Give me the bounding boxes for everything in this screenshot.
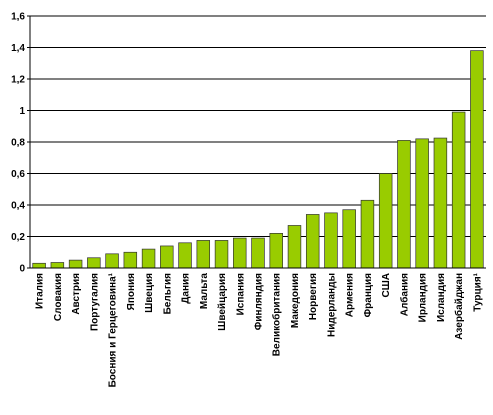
x-tick-label: Босния и Герцеговина¹ [108, 272, 119, 387]
bar [50, 262, 65, 269]
bar [342, 209, 356, 269]
x-tick-label: Дания [181, 273, 192, 304]
x-tick-label: Италия [35, 273, 46, 309]
x-tick-label: США [381, 273, 392, 298]
bar [233, 237, 247, 269]
y-tick-label: 1 [19, 106, 25, 117]
y-tick-label: 0,6 [11, 169, 25, 180]
bar [68, 259, 83, 269]
x-tick-label: Ирландия [418, 273, 429, 322]
x-tick-label: Норвегия [308, 273, 319, 320]
bar [433, 137, 448, 269]
x-tick-label: Македония [290, 273, 301, 328]
bar [415, 138, 429, 269]
bar [470, 50, 484, 269]
bar [87, 257, 101, 269]
bar [32, 262, 46, 269]
x-tick-label: Франция [363, 273, 374, 318]
y-tick-label: 1,6 [11, 12, 25, 23]
bar [269, 233, 283, 269]
x-tick-label: Азербайджан [453, 273, 465, 340]
y-tick-label: 1,4 [11, 43, 25, 54]
bar [160, 245, 174, 269]
bar [451, 111, 466, 269]
bar [397, 140, 411, 269]
y-tick-label: 0,2 [11, 232, 25, 243]
bar [378, 173, 393, 269]
x-tick-label: Армения [345, 273, 356, 317]
x-tick-label: Финляндия [254, 273, 265, 330]
bar [178, 242, 192, 269]
bar [214, 240, 229, 269]
x-tick-label: Исландия [436, 273, 447, 322]
bar [251, 237, 265, 269]
x-tick-label: Бельгия [162, 273, 173, 315]
bar [324, 212, 338, 269]
x-tick-label: Швеция [144, 273, 155, 313]
x-tick-label: Португалия [89, 273, 100, 331]
bar [287, 225, 302, 269]
y-tick-label: 0 [19, 264, 25, 275]
bar [105, 253, 119, 269]
x-tick-label: Албания [398, 273, 410, 316]
x-tick-label: Испания [235, 273, 246, 316]
x-tick-label: Швейцария [217, 273, 228, 331]
y-tick-label: 1,2 [11, 75, 25, 86]
x-tick-label: Австрия [71, 273, 82, 315]
x-tick-label: Великобритания [271, 273, 283, 356]
x-tick-label: Турция¹ [472, 272, 483, 311]
bar [123, 251, 138, 269]
y-tick-label: 0,8 [11, 138, 25, 149]
x-tick-label: Словакия [53, 273, 64, 321]
bar [360, 199, 375, 269]
bar [305, 214, 320, 269]
x-tick-label: Нидерланды [326, 273, 337, 337]
x-tick-label: Япония [126, 273, 137, 311]
y-tick-label: 0,4 [11, 201, 25, 212]
x-tick-label: Мальта [199, 273, 210, 310]
bar [196, 240, 211, 269]
bar [141, 248, 156, 269]
